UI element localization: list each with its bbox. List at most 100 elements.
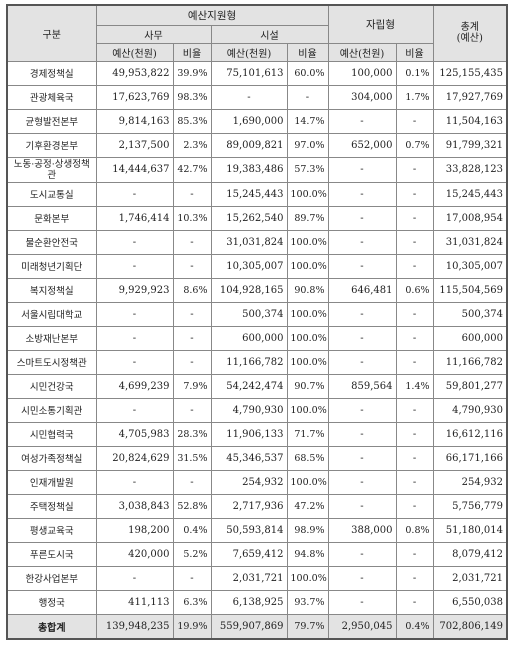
facility-budget-cell: 7,659,412 [210,541,288,567]
self-ratio-cell: - [395,253,434,279]
office-ratio-cell: 31.5% [172,445,212,471]
row-name: 한강사업본부 [6,565,97,591]
self-ratio-cell: - [395,469,434,495]
facility-ratio-cell: 47.2% [286,493,329,519]
total-cell: 8,079,412 [432,541,508,567]
row-name: 노동·공정·상생정책관 [6,156,97,183]
office-ratio-cell: 2.3% [172,132,212,158]
self-budget-cell: - [327,301,397,327]
office-budget-cell: 4,699,239 [95,373,174,399]
facility-ratio-cell: 100.0% [286,325,329,351]
table-row: 균형발전본부 9,814,163 85.3% 1,690,000 14.7% - -11,5… [6,108,508,134]
self-ratio-cell: 0.7% [395,132,434,158]
office-budget-cell: - [95,301,174,327]
budget-table: 구분 예산지원형 자립형 총계 (예산) 사무 시설 예산(천원) 비율 예산(천… [6,4,509,640]
budget-table-container: 구분 예산지원형 자립형 총계 (예산) 사무 시설 예산(천원) 비율 예산(천… [6,4,509,640]
row-name: 균형발전본부 [6,108,97,134]
self-ratio-cell: - [395,493,434,519]
table-row: 시민협력국 4,705,983 28.3% 11,906,133 71.7% - -16,6… [6,421,508,447]
self-ratio-cell: 0.6% [395,277,434,303]
row-name: 복지정책실 [6,277,97,303]
office-ratio-cell: 52.8% [172,493,212,519]
total-cell: 91,799,321 [432,132,508,158]
office-budget-cell: 14,444,637 [95,156,174,183]
row-name: 총합계 [6,613,97,640]
office-ratio-cell: - [172,469,212,495]
self-budget-cell: - [327,469,397,495]
self-ratio-cell: 0.1% [395,60,434,86]
self-budget-cell: 652,000 [327,132,397,158]
office-ratio-cell: 5.2% [172,541,212,567]
table-row: 인재개발원 - -254,932 100.0% - -254,932 [6,469,508,495]
self-budget-cell: - [327,541,397,567]
self-budget-cell: - [327,397,397,423]
table-body: 경제정책실 49,953,822 39.9% 75,101,613 60.0% 100,0… [6,60,508,640]
row-name: 평생교육국 [6,517,97,543]
support-type-header: 예산지원형 [95,4,329,26]
total-cell: 254,932 [432,469,508,495]
self-ratio-cell: - [395,541,434,567]
self-ratio-cell: 0.8% [395,517,434,543]
facility-ratio-cell: 100.0% [286,397,329,423]
office-ratio-cell: - [172,301,212,327]
self-ratio-cell: 0.4% [395,613,434,640]
table-row: 시민건강국 4,699,239 7.9% 54,242,474 90.7% 859,564… [6,373,508,399]
facility-ratio-cell: 89.7% [286,205,329,231]
office-budget-cell: 411,113 [95,589,174,615]
office-ratio-cell: - [172,181,212,207]
self-ratio-cell: - [395,229,434,255]
self-budget-cell: - [327,108,397,134]
facility-ratio-cell: 100.0% [286,349,329,375]
self-budget-cell: - [327,589,397,615]
facility-ratio-cell: 100.0% [286,565,329,591]
self-ratio-cell: - [395,181,434,207]
self-budget-cell: - [327,445,397,471]
self-budget-cell: - [327,565,397,591]
office-budget-cell: 9,814,163 [95,108,174,134]
facility-ratio-cell: 68.5% [286,445,329,471]
total-cell: 2,031,721 [432,565,508,591]
table-row: 스마트도시정책관 - -11,166,782 100.0% - -11,166,782 [6,349,508,375]
total-cell: 11,166,782 [432,349,508,375]
row-name: 여성가족정책실 [6,445,97,471]
row-name: 인재개발원 [6,469,97,495]
self-type-header: 자립형 [327,4,434,44]
facility-ratio-cell: 98.9% [286,517,329,543]
facility-budget-cell: 2,031,721 [210,565,288,591]
office-budget-cell: - [95,349,174,375]
self-budget-cell: 388,000 [327,517,397,543]
facility-budget-cell: 54,242,474 [210,373,288,399]
facility-budget-cell: 254,932 [210,469,288,495]
total-cell: 15,245,443 [432,181,508,207]
row-name: 관광체육국 [6,84,97,110]
table-row: 노동·공정·상생정책관 14,444,637 42.7% 19,383,486 57.3… [6,156,508,183]
total-cell: 10,305,007 [432,253,508,279]
total-cell: 600,000 [432,325,508,351]
facility-budget-cell: 15,245,443 [210,181,288,207]
facility-ratio-cell: 14.7% [286,108,329,134]
facility-ratio-cell: 94.8% [286,541,329,567]
office-budget-cell: 49,953,822 [95,60,174,86]
total-cell: 500,374 [432,301,508,327]
facility-header: 시설 [210,24,329,44]
office-ratio-cell: 85.3% [172,108,212,134]
office-header: 사무 [95,24,212,44]
office-ratio-cell: 98.3% [172,84,212,110]
office-ratio-cell: 28.3% [172,421,212,447]
row-name: 서울시립대학교 [6,301,97,327]
facility-ratio-cell: 100.0% [286,301,329,327]
self-budget-cell: - [327,205,397,231]
self-budget-cell: - [327,421,397,447]
table-row: 주택정책실 3,038,843 52.8% 2,717,936 47.2% - -5,756… [6,493,508,519]
self-budget-cell: - [327,229,397,255]
table-row: 시민소통기획관 - -4,790,930 100.0% - -4,790,930 [6,397,508,423]
facility-ratio-cell: 79.7% [286,613,329,640]
row-name: 문화본부 [6,205,97,231]
total-cell: 33,828,123 [432,156,508,183]
facility-budget-cell: 11,166,782 [210,349,288,375]
category-header: 구분 [6,4,97,62]
self-ratio-cell: 1.7% [395,84,434,110]
self-ratio-cell: - [395,205,434,231]
facility-budget-header: 예산(천원) [210,42,288,62]
facility-ratio-cell: 93.7% [286,589,329,615]
